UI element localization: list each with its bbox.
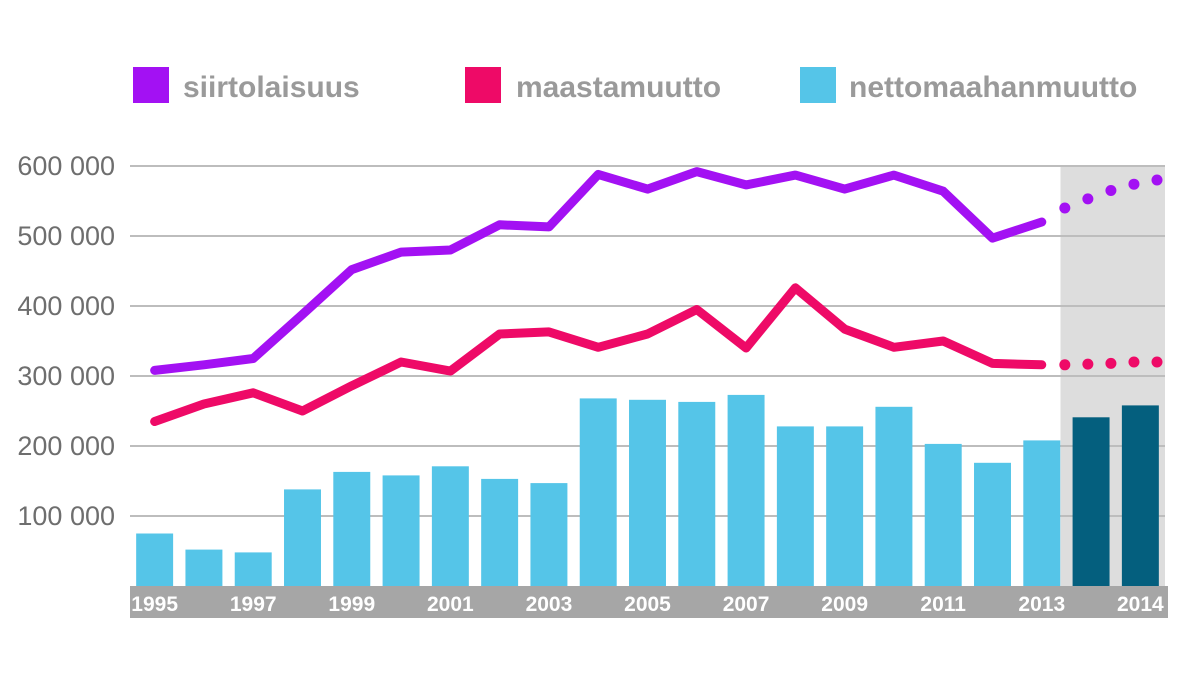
y-tick-label: 100 000 xyxy=(17,501,115,531)
bar xyxy=(284,489,321,586)
series-line-maastamuutto xyxy=(150,283,1047,426)
x-tick-label: 2005 xyxy=(624,593,671,616)
bar xyxy=(481,478,519,586)
legend-label-nettomaahanmuutto: nettomaahanmuutto xyxy=(849,71,1137,104)
legend-label-maastamuutto: maastamuutto xyxy=(516,71,721,104)
forecast-point-maastamuutto xyxy=(1059,359,1071,371)
bar xyxy=(136,533,174,586)
y-tick-label: 200 000 xyxy=(17,431,115,461)
x-tick-label: 2013 xyxy=(1018,593,1065,616)
bars-nettomaahanmuutto xyxy=(136,394,1159,586)
bar xyxy=(776,426,814,586)
bar xyxy=(875,406,913,586)
bar xyxy=(234,552,272,586)
x-axis-ticks: 1995 1997 1999 2001 2003 2005 2007 2009 2011 2013… xyxy=(131,593,1164,616)
legend-swatch-siirtolaisuus xyxy=(133,67,169,103)
x-tick-label: 2001 xyxy=(427,593,474,616)
y-axis-ticks: 100 000 200 000 300 000 400 000 500 000 600 0… xyxy=(17,151,115,531)
bar xyxy=(333,471,371,586)
forecast-point-siirtolaisuus xyxy=(1059,202,1071,214)
bar xyxy=(185,549,223,586)
y-tick-label: 500 000 xyxy=(17,221,115,251)
x-axis-band xyxy=(130,586,1168,618)
bar xyxy=(727,394,765,586)
bar xyxy=(431,466,469,586)
forecast-point-maastamuutto xyxy=(1105,357,1117,369)
bar xyxy=(974,462,1011,586)
x-tick-label: 1997 xyxy=(230,593,277,616)
x-tick-label: 1995 xyxy=(131,593,178,616)
bar xyxy=(530,483,568,586)
bar xyxy=(678,401,716,586)
forecast-point-siirtolaisuus xyxy=(1128,178,1140,190)
bar xyxy=(1023,440,1061,586)
x-tick-label: 2009 xyxy=(821,593,868,616)
x-tick-label: 1999 xyxy=(328,593,375,616)
series-line-siirtolaisuus xyxy=(150,167,1047,375)
forecast-point-maastamuutto xyxy=(1082,358,1094,370)
legend: siirtolaisuus maastamuutto nettomaahanmu… xyxy=(133,67,1137,104)
x-tick-label: 2003 xyxy=(526,593,573,616)
legend-swatch-nettomaahanmuutto xyxy=(800,67,836,103)
bar xyxy=(382,475,420,586)
legend-label-siirtolaisuus: siirtolaisuus xyxy=(183,71,360,104)
bar xyxy=(924,443,962,586)
legend-swatch-maastamuutto xyxy=(465,67,501,103)
forecast-point-maastamuutto xyxy=(1128,356,1140,368)
forecast-point-siirtolaisuus xyxy=(1151,174,1163,186)
forecast-point-siirtolaisuus xyxy=(1105,185,1117,196)
bar xyxy=(1121,405,1159,586)
forecast-point-maastamuutto xyxy=(1151,356,1163,368)
y-tick-label: 600 000 xyxy=(17,151,115,181)
forecast-point-siirtolaisuus xyxy=(1082,193,1094,205)
y-tick-label: 400 000 xyxy=(17,291,115,321)
bar xyxy=(629,399,666,586)
y-tick-label: 300 000 xyxy=(17,361,115,391)
bar xyxy=(579,398,617,586)
x-tick-label: 2011 xyxy=(920,593,966,616)
bar xyxy=(826,426,864,586)
x-tick-label: 2007 xyxy=(723,593,770,616)
bar xyxy=(1072,417,1110,586)
lines xyxy=(150,167,1163,426)
x-tick-label: 2014 xyxy=(1117,593,1164,616)
